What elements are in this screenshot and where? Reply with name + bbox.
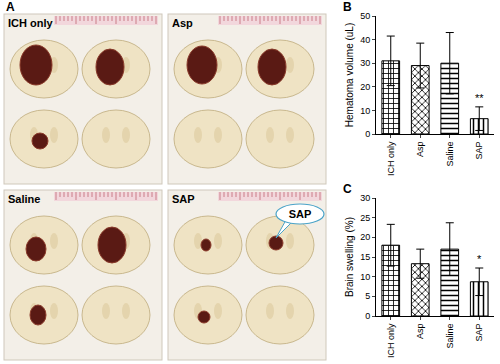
svg-text:**: ** [475, 92, 484, 104]
svg-text:Saline: Saline [445, 324, 455, 349]
svg-text:Saline: Saline [445, 142, 455, 167]
svg-text:*: * [477, 253, 482, 265]
svg-text:5: 5 [365, 291, 370, 301]
svg-text:10: 10 [360, 272, 370, 282]
svg-text:30: 30 [360, 58, 370, 68]
svg-text:Asp: Asp [172, 17, 193, 29]
svg-text:Hematoma volume (uL): Hematoma volume (uL) [344, 23, 355, 127]
svg-text:50: 50 [360, 11, 370, 21]
svg-text:ICH only: ICH only [8, 17, 53, 29]
svg-text:SAP: SAP [474, 324, 484, 342]
svg-text:20: 20 [360, 82, 370, 92]
svg-text:0: 0 [365, 129, 370, 139]
svg-text:Brain swelling (%): Brain swelling (%) [344, 217, 355, 297]
svg-text:B: B [343, 0, 352, 14]
svg-text:ICH only: ICH only [386, 323, 396, 358]
svg-text:10: 10 [360, 106, 370, 116]
svg-text:C: C [343, 182, 352, 196]
svg-text:15: 15 [360, 252, 370, 262]
svg-text:Saline: Saline [8, 193, 40, 205]
svg-text:20: 20 [360, 232, 370, 242]
svg-text:SAP: SAP [474, 142, 484, 160]
svg-text:Asp: Asp [415, 324, 425, 340]
svg-text:40: 40 [360, 35, 370, 45]
svg-text:SAP: SAP [289, 208, 312, 220]
svg-text:ICH only: ICH only [386, 141, 396, 176]
svg-text:30: 30 [360, 193, 370, 203]
svg-text:0: 0 [365, 311, 370, 321]
svg-text:SAP: SAP [172, 193, 195, 205]
svg-text:Asp: Asp [415, 142, 425, 158]
svg-text:25: 25 [360, 213, 370, 223]
svg-text:A: A [6, 0, 15, 14]
